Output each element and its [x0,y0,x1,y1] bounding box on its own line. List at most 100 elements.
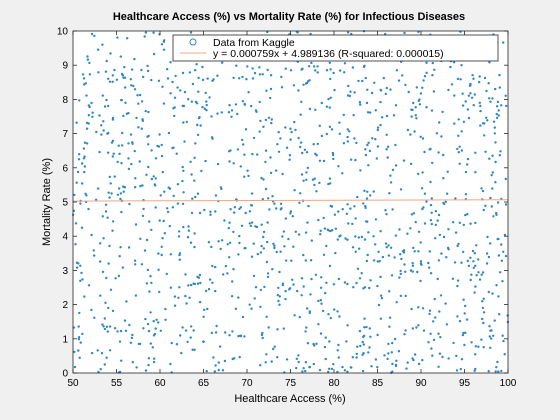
scatter-point [105,98,108,102]
scatter-point [105,59,108,63]
scatter-point [275,250,278,254]
scatter-point [79,264,82,267]
scatter-point [406,361,409,364]
scatter-point [178,286,181,289]
scatter-point [342,142,346,145]
scatter-point [389,174,392,177]
scatter-point [101,43,104,46]
scatter-point [78,356,81,359]
scatter-point [205,100,208,103]
scatter-point [109,52,112,55]
scatter-point [445,323,449,326]
scatter-point [316,65,319,68]
scatter-point [214,289,217,293]
scatter-point [481,122,485,125]
scatter-point [111,74,115,77]
scatter-point [319,299,322,302]
scatter-point [121,74,125,77]
scatter-point [376,126,380,129]
scatter-point [364,148,367,151]
scatter-point [101,323,104,326]
scatter-point [119,197,122,201]
scatter-point [452,341,455,345]
scatter-point [250,307,253,310]
scatter-point [437,151,440,154]
scatter-point [162,219,165,223]
scatter-point [330,367,334,370]
scatter-point [201,105,204,109]
scatter-point [237,296,240,299]
scatter-point [101,94,105,97]
scatter-point [104,70,108,73]
scatter-point [239,165,242,168]
scatter-point [449,65,452,69]
scatter-point [455,354,458,358]
scatter-point [215,324,218,328]
scatter-point [161,237,164,240]
scatter-point [154,206,157,209]
scatter-point [250,104,253,108]
scatter-point [489,100,492,103]
fit-line-layer [72,199,509,202]
scatter-point [144,369,148,372]
scatter-point [346,94,350,97]
scatter-point [451,277,455,280]
scatter-point [232,76,235,80]
scatter-point [369,279,372,282]
scatter-point [118,255,121,258]
scatter-point [134,186,137,189]
scatter-point [322,216,325,220]
scatter-point [104,210,108,213]
scatter-point [167,131,171,135]
scatter-point [481,300,484,303]
scatter-point [301,370,304,373]
scatter-point [248,210,252,213]
scatter-point [492,120,496,123]
x-tick-label: 100 [500,378,517,389]
scatter-point [161,85,164,89]
x-tick-label: 65 [198,378,210,389]
scatter-point [298,201,301,204]
scatter-point [105,276,108,280]
scatter-point [387,342,390,346]
scatter-point [120,162,123,165]
scatter-point [473,291,476,294]
scatter-point [474,171,477,174]
scatter-point [300,100,303,104]
y-tick-label: 8 [62,95,68,106]
scatter-point [183,140,186,143]
scatter-point [171,80,174,84]
scatter-point [193,179,196,182]
scatter-point [85,194,88,197]
scatter-point [428,312,431,316]
scatter-point [283,245,286,248]
scatter-point [147,329,151,333]
scatter-point [92,249,95,252]
scatter-point [251,77,255,80]
scatter-point [271,195,274,198]
scatter-point [489,242,492,245]
scatter-point [228,104,231,107]
scatter-point [474,367,477,371]
scatter-point [466,213,469,216]
scatter-point [322,253,326,256]
scatter-point [181,165,184,169]
scatter-point [504,177,507,181]
scatter-point [137,126,140,129]
scatter-point [368,286,371,290]
scatter-point [191,82,195,86]
scatter-point [461,104,465,107]
scatter-point [289,210,293,213]
scatter-point [90,32,94,36]
scatter-point [163,232,166,235]
scatter-point [206,307,209,311]
scatter-point [388,290,391,293]
scatter-point [341,365,344,369]
scatter-point [91,115,94,119]
scatter-point [358,277,362,280]
scatter-point [198,211,202,215]
scatter-point [239,334,243,338]
scatter-point [255,225,259,229]
scatter-point [90,233,93,237]
scatter-point [80,182,84,185]
